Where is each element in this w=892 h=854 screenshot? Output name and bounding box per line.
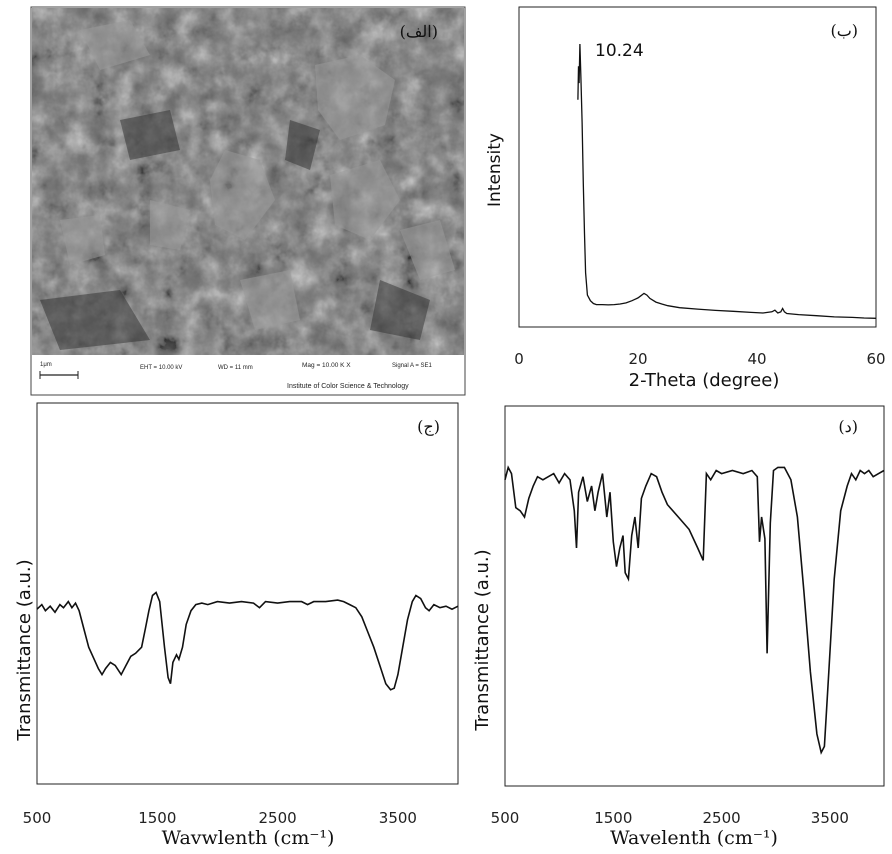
sem-panel-label: (الف) (400, 22, 438, 41)
xrd-chart: 0 20 40 60 10.24 (ب) 2-Theta (degree) Inten… (485, 6, 886, 391)
x-tick-label: 3500 (811, 809, 849, 827)
ftir2-y-axis-label: Transmittance (a.u.) (472, 549, 493, 731)
x-tick-label: 20 (628, 350, 647, 368)
sem-signal: Signal A = SE1 (392, 363, 433, 369)
ftir1-chart: 500 1500 2500 3500 (ج) Wavwlenth (cm⁻¹) Tra… (14, 402, 459, 849)
xrd-plot-frame (518, 6, 877, 328)
sem-shadows (40, 110, 430, 350)
sem-image (32, 8, 464, 355)
ftir2-x-ticks: 500 1500 2500 3500 (491, 809, 849, 827)
x-tick-label: 60 (866, 350, 885, 368)
x-tick-label: 40 (747, 350, 766, 368)
xrd-y-axis-label: Intensity (485, 133, 505, 207)
sem-footer: 1μm EHT = 10.00 kV WD = 11 mm Mag = 10.0… (39, 362, 433, 390)
ftir2-series-line (504, 465, 885, 755)
xrd-series-line (577, 43, 877, 319)
xrd-x-ticks: 0 20 40 60 (514, 350, 885, 368)
ftir1-y-axis-label: Transmittance (a.u.) (14, 559, 35, 741)
ftir1-series-line (36, 591, 459, 691)
ftir2-panel-label: (د) (838, 417, 858, 436)
ftir2-chart: 500 1500 2500 3500 (د) Wavelenth (cm⁻¹) Tra… (472, 405, 885, 849)
x-tick-label: 2500 (259, 809, 297, 827)
xrd-x-axis-label: 2-Theta (degree) (629, 370, 780, 391)
ftir2-plot-frame (504, 405, 885, 787)
ftir1-panel-label: (ج) (417, 417, 440, 436)
ftir1-x-axis-label: Wavwlenth (cm⁻¹) (162, 827, 335, 849)
sem-wd: WD = 11 mm (218, 365, 253, 371)
sem-flakes (60, 20, 455, 330)
sem-institute: Institute of Color Science & Technology (287, 383, 409, 390)
xrd-peak-annotation: 10.24 (595, 41, 644, 61)
x-tick-label: 1500 (138, 809, 176, 827)
ftir1-x-ticks: 500 1500 2500 3500 (23, 809, 417, 827)
scale-bar-label: 1μm (40, 362, 52, 368)
x-tick-label: 1500 (594, 809, 632, 827)
ftir1-plot-frame (36, 402, 459, 785)
sem-mag: Mag = 10.00 K X (302, 362, 351, 369)
x-tick-label: 3500 (379, 809, 417, 827)
x-tick-label: 2500 (703, 809, 741, 827)
ftir2-x-axis-label: Wavelenth (cm⁻¹) (610, 827, 778, 849)
x-tick-label: 0 (514, 350, 524, 368)
xrd-panel-label: (ب) (830, 21, 858, 40)
sem-eht: EHT = 10.00 kV (140, 365, 182, 371)
x-tick-label: 500 (491, 809, 520, 827)
sem-panel: (الف) 1μm EHT = 10.00 kV WD = 11 mm Mag … (30, 6, 466, 396)
x-tick-label: 500 (23, 809, 52, 827)
